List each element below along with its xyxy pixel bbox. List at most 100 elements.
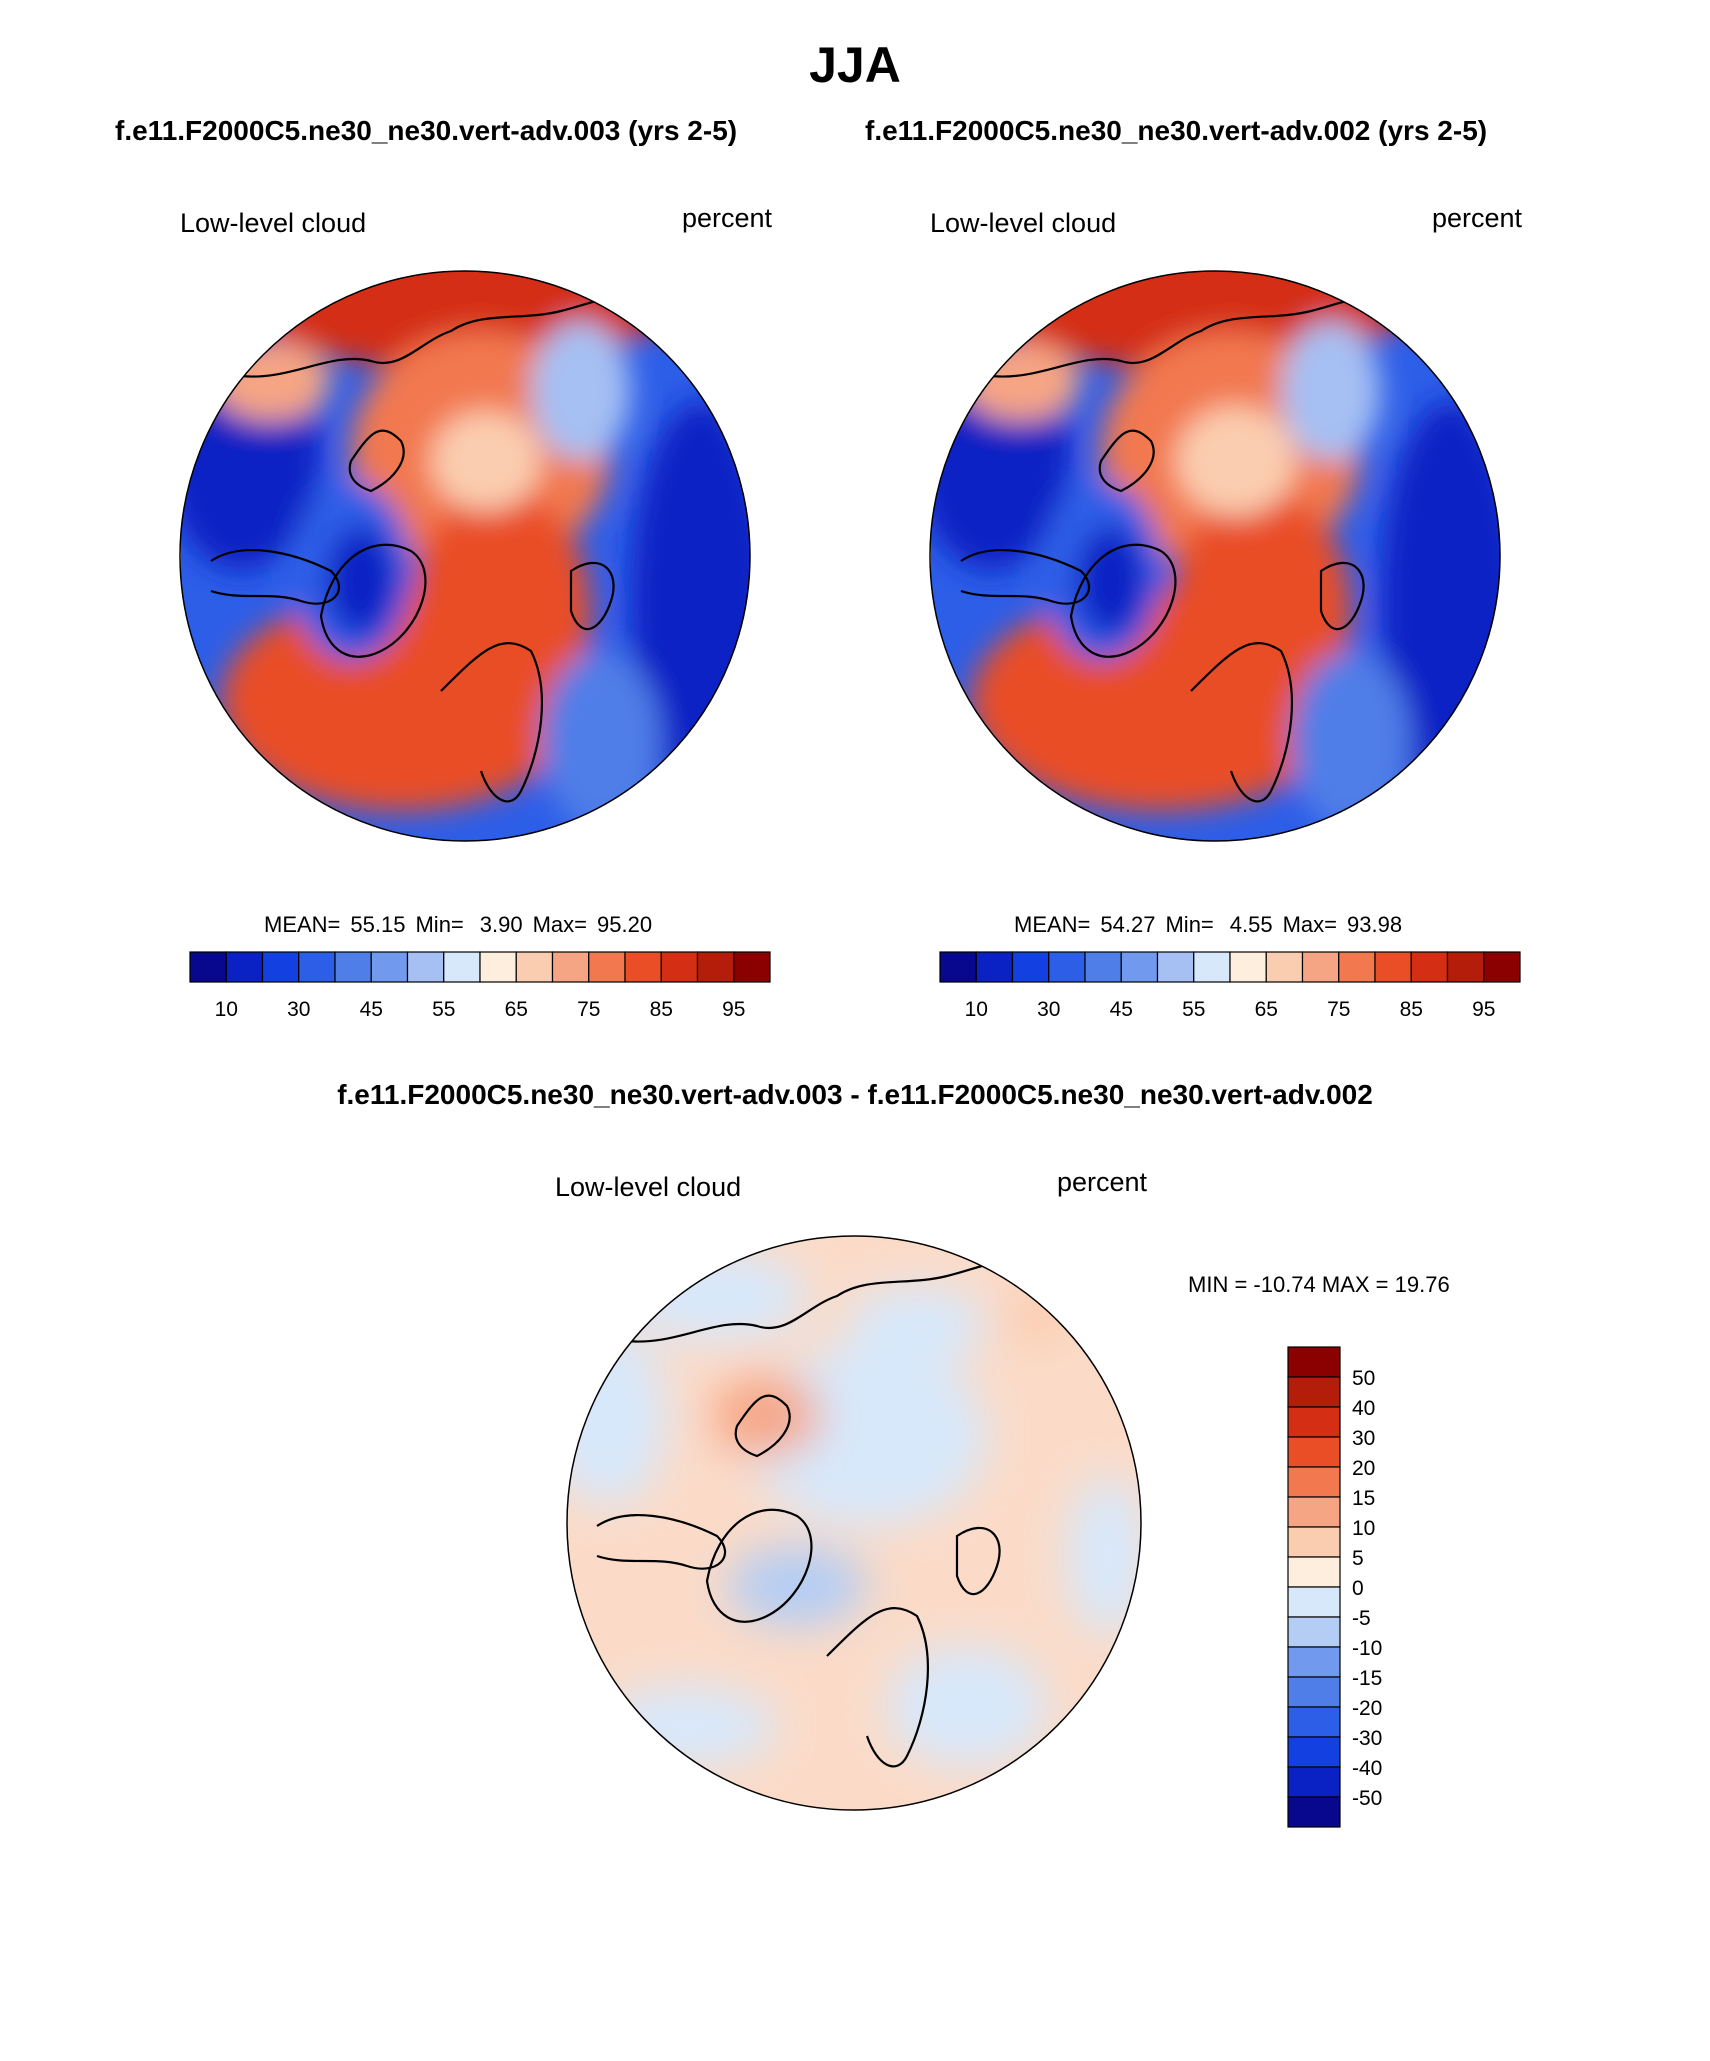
diff-title: f.e11.F2000C5.ne30_ne30.vert-adv.003 - f…: [337, 1079, 1373, 1110]
colorbar-tick-label: 55: [432, 998, 455, 1021]
colorbar-ctrl: 10 30 45 55 65 75 85 95: [939, 951, 1521, 1021]
colorbar-box: [696, 951, 735, 983]
colorbar-box: [1287, 1526, 1341, 1558]
colorbar-box: [1287, 1586, 1341, 1618]
panel-ctrl-stats: MEAN= 54.27 Min= 4.55 Max= 93.98: [1014, 912, 1402, 937]
colorbar-box: [1287, 1736, 1341, 1768]
colorbar-box: [1287, 1346, 1341, 1378]
colorbar-tick-label: -50: [1352, 1787, 1382, 1810]
colorbar-box: [1287, 1496, 1341, 1528]
colorbar-box: [939, 951, 977, 983]
colorbar-box: [1287, 1436, 1341, 1468]
map-boundary: [179, 270, 751, 842]
colorbar-box: [406, 951, 445, 983]
colorbar-box: [1287, 1466, 1341, 1498]
colorbar-tick-label: 10: [215, 998, 238, 1021]
colorbar-box: [298, 951, 336, 983]
colorbar-tick-label: 30: [1037, 998, 1060, 1021]
colorbar-tick-label: 95: [722, 998, 745, 1021]
colorbar-box: [1229, 951, 1267, 983]
colorbar-tick-label: -15: [1352, 1667, 1382, 1690]
colorbar-box: [189, 951, 227, 983]
colorbar-box: [1156, 951, 1195, 983]
colorbar-tick-label: 65: [1255, 998, 1278, 1021]
colorbar-tick-label: 0: [1352, 1577, 1364, 1600]
colorbar-tick-label: -10: [1352, 1637, 1382, 1660]
colorbar-tick-label: 75: [577, 998, 600, 1021]
colorbar-box: [1287, 1406, 1341, 1438]
colorbar-box: [1011, 951, 1050, 983]
colorbar-box: [1120, 951, 1159, 983]
colorbar-tick-label: 95: [1472, 998, 1495, 1021]
colorbar-box: [1287, 1796, 1341, 1828]
cloud-contour-field: [180, 271, 750, 831]
colorbar-box: [588, 951, 626, 983]
colorbar-tick-label: 45: [1110, 998, 1133, 1021]
colorbar-test: 10 30 45 55 65 75 85 95: [189, 951, 771, 1021]
colorbar-box: [1287, 1706, 1341, 1738]
colorbar-tick-label: -30: [1352, 1727, 1382, 1750]
colorbar-box: [660, 951, 699, 983]
panel-diff-variable: Low-level cloud: [555, 1172, 741, 1202]
colorbar-tick-label: 55: [1182, 998, 1205, 1021]
panel-diff-stats: MIN = -10.74 MAX = 19.76: [1188, 1272, 1450, 1297]
colorbar-box: [1287, 1676, 1341, 1708]
colorbar-tick-label: 85: [650, 998, 673, 1021]
map-boundary: [566, 1235, 1142, 1811]
colorbar-tick-label: -40: [1352, 1757, 1382, 1780]
colorbar-box: [624, 951, 662, 983]
panel-test-variable: Low-level cloud: [180, 208, 366, 238]
colorbar-box: [975, 951, 1014, 983]
colorbar-tick-label: 10: [1352, 1517, 1375, 1540]
map-boundary: [929, 270, 1501, 842]
panel-ctrl-variable: Low-level cloud: [930, 208, 1116, 238]
colorbar-tick-label: 30: [287, 998, 310, 1021]
colorbar-tick-label: 20: [1352, 1457, 1375, 1480]
colorbar-box: [1287, 1766, 1341, 1798]
colorbar-box: [1048, 951, 1086, 983]
cloud-contour-field: [930, 271, 1500, 831]
colorbar-tick-label: 15: [1352, 1487, 1375, 1510]
colorbar-box: [1287, 1646, 1341, 1678]
colorbar-box: [1287, 1376, 1341, 1408]
colorbar-tick-label: 30: [1352, 1427, 1375, 1450]
colorbar-box: [1193, 951, 1231, 983]
season-title: JJA: [809, 37, 901, 93]
panel-diff: Low-level cloud percent: [555, 1167, 1450, 1828]
panel-test-map: [179, 270, 751, 842]
panel-test-stats: MEAN= 55.15 Min= 3.90 Max= 95.20: [264, 912, 652, 937]
colorbar-tick-label: 45: [360, 998, 383, 1021]
colorbar-box: [1338, 951, 1376, 983]
case-ctrl-title: f.e11.F2000C5.ne30_ne30.vert-adv.002 (yr…: [865, 115, 1487, 146]
panel-ctrl-map: [929, 270, 1501, 842]
colorbar-tick-label: 75: [1327, 998, 1350, 1021]
colorbar-box: [443, 951, 481, 983]
colorbar-box: [370, 951, 409, 983]
colorbar-tick-label: 5: [1352, 1547, 1364, 1570]
colorbar-box: [515, 951, 554, 983]
panel-ctrl-units: percent: [1432, 203, 1523, 233]
colorbar-box: [1410, 951, 1449, 983]
panel-test: Low-level cloud percent: [179, 203, 773, 1021]
colorbar-box: [1446, 951, 1485, 983]
panel-test-units: percent: [682, 203, 773, 233]
colorbar-box: [334, 951, 372, 983]
panel-diff-map: [566, 1235, 1142, 1811]
case-test-title: f.e11.F2000C5.ne30_ne30.vert-adv.003 (yr…: [115, 115, 737, 146]
colorbar-box: [225, 951, 264, 983]
colorbar-box: [551, 951, 590, 983]
colorbar-box: [1374, 951, 1412, 983]
colorbar-box: [733, 951, 771, 983]
colorbar-tick-label: -5: [1352, 1607, 1371, 1630]
colorbar-box: [479, 951, 517, 983]
colorbar-box: [1084, 951, 1122, 983]
colorbar-tick-label: 40: [1352, 1397, 1375, 1420]
panel-ctrl: Low-level cloud percent: [929, 203, 1523, 1021]
colorbar-box: [261, 951, 300, 983]
colorbar-tick-label: 10: [965, 998, 988, 1021]
colorbar-tick-label: -20: [1352, 1697, 1382, 1720]
colorbar-tick-label: 50: [1352, 1367, 1375, 1390]
panel-diff-units: percent: [1057, 1167, 1148, 1197]
